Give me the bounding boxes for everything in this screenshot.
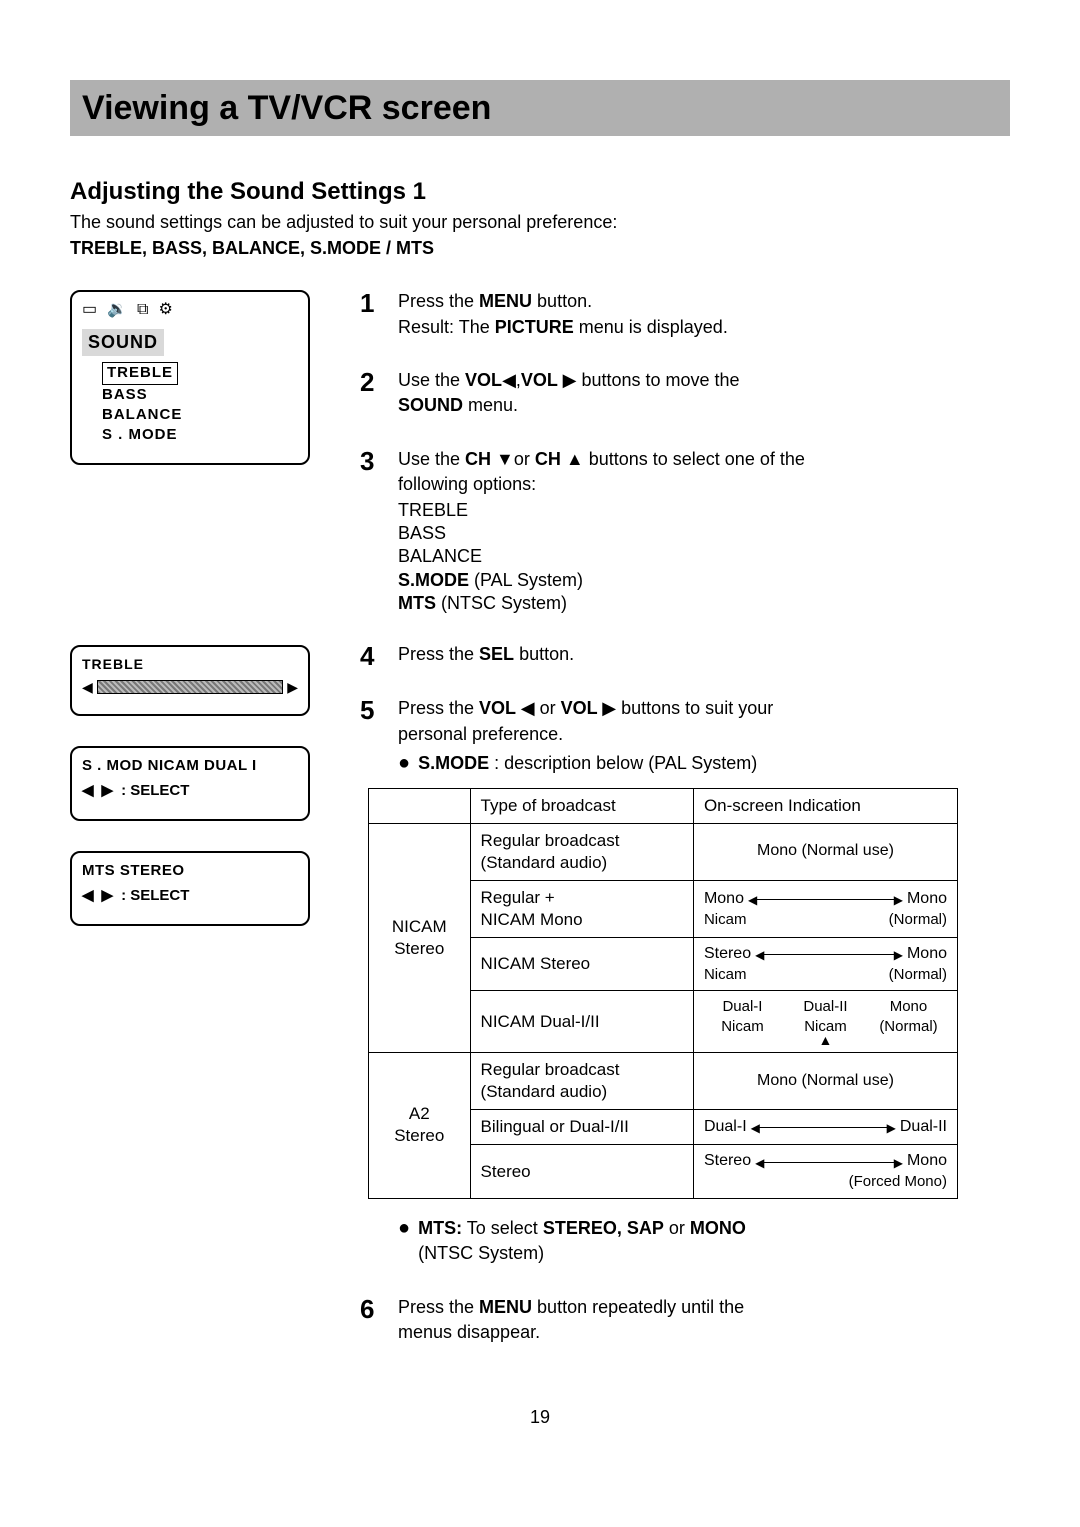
picture-icon: ▭	[82, 300, 97, 321]
osd-select-label: : SELECT	[121, 781, 189, 801]
step-3: 3 Use the CH ▼or CH ▲ buttons to select …	[360, 448, 1010, 616]
osd-smod-line: S . MOD NICAM DUAL I	[82, 756, 298, 776]
smode-table: Type of broadcastOn-screen IndicationNIC…	[368, 788, 958, 1199]
triangle-right-icon: ▶	[102, 781, 114, 801]
osd-item-treble: TREBLE	[102, 362, 178, 384]
triangle-left-icon: ◀	[82, 781, 94, 801]
osd-column: ▭ 🔉 ⧉ ⚙ SOUND TREBLE BASS BALANCE S . MO…	[70, 290, 330, 1346]
triangle-left-icon: ◀	[521, 698, 535, 718]
triangle-down-icon: ▼	[496, 449, 514, 469]
triangle-left-icon: ◀	[502, 370, 516, 390]
osd-item-bass: BASS	[102, 385, 298, 405]
sound-icon: 🔉	[107, 300, 127, 321]
osd-smod-status: S . MOD NICAM DUAL I ◀ ▶ : SELECT	[70, 746, 310, 821]
triangle-right-icon: ▶	[563, 370, 577, 390]
osd-sound-menu: ▭ 🔉 ⧉ ⚙ SOUND TREBLE BASS BALANCE S . MO…	[70, 290, 310, 465]
triangle-right-icon: ▶	[102, 886, 114, 906]
step-6: 6 Press the MENU button repeatedly until…	[360, 1296, 1010, 1347]
step-4: 4 Press the SEL button.	[360, 643, 1010, 669]
triangle-right-icon: ▶	[602, 698, 616, 718]
step-num: 4	[360, 643, 384, 669]
osd-treble-title: TREBLE	[82, 655, 298, 673]
page-title: Viewing a TV/VCR screen	[82, 89, 491, 127]
step-num: 1	[360, 290, 384, 341]
function-icon: ⧉	[137, 300, 148, 321]
intro-text: The sound settings can be adjusted to su…	[70, 211, 1010, 234]
subtitle: Adjusting the Sound Settings 1	[70, 176, 1010, 207]
osd-mts-select-label: : SELECT	[121, 886, 189, 906]
page-title-bar: Viewing a TV/VCR screen	[70, 80, 1010, 136]
step-num: 3	[360, 448, 384, 616]
triangle-left-icon: ◀	[82, 678, 93, 696]
param-list: TREBLE, BASS, BALANCE, S.MODE / MTS	[70, 237, 1010, 260]
step-1: 1 Press the MENU button. Result: The PIC…	[360, 290, 1010, 341]
step-5: 5 Press the VOL ◀ or VOL ▶ buttons to su…	[360, 697, 1010, 1267]
osd-treble-slider: TREBLE ◀ ▶	[70, 645, 310, 715]
triangle-up-icon: ▲	[566, 449, 584, 469]
treble-slider-bar	[97, 680, 283, 694]
steps-column: 1 Press the MENU button. Result: The PIC…	[360, 290, 1010, 1346]
osd-mts-line: MTS STEREO	[82, 861, 298, 881]
step-2: 2 Use the VOL◀,VOL ▶ buttons to move the…	[360, 369, 1010, 420]
page-number: 19	[70, 1406, 1010, 1429]
triangle-left-icon: ◀	[82, 886, 94, 906]
osd-item-smode: S . MODE	[102, 425, 298, 445]
osd-item-balance: BALANCE	[102, 405, 298, 425]
triangle-right-icon: ▶	[287, 678, 298, 696]
osd-sound-label: SOUND	[82, 329, 164, 356]
osd-mts-status: MTS STEREO ◀ ▶ : SELECT	[70, 851, 310, 926]
setup-icon: ⚙	[158, 300, 172, 321]
bullet-icon: ●	[398, 753, 410, 773]
step-num: 6	[360, 1296, 384, 1347]
bullet-icon: ●	[398, 1218, 410, 1238]
step-num: 2	[360, 369, 384, 420]
